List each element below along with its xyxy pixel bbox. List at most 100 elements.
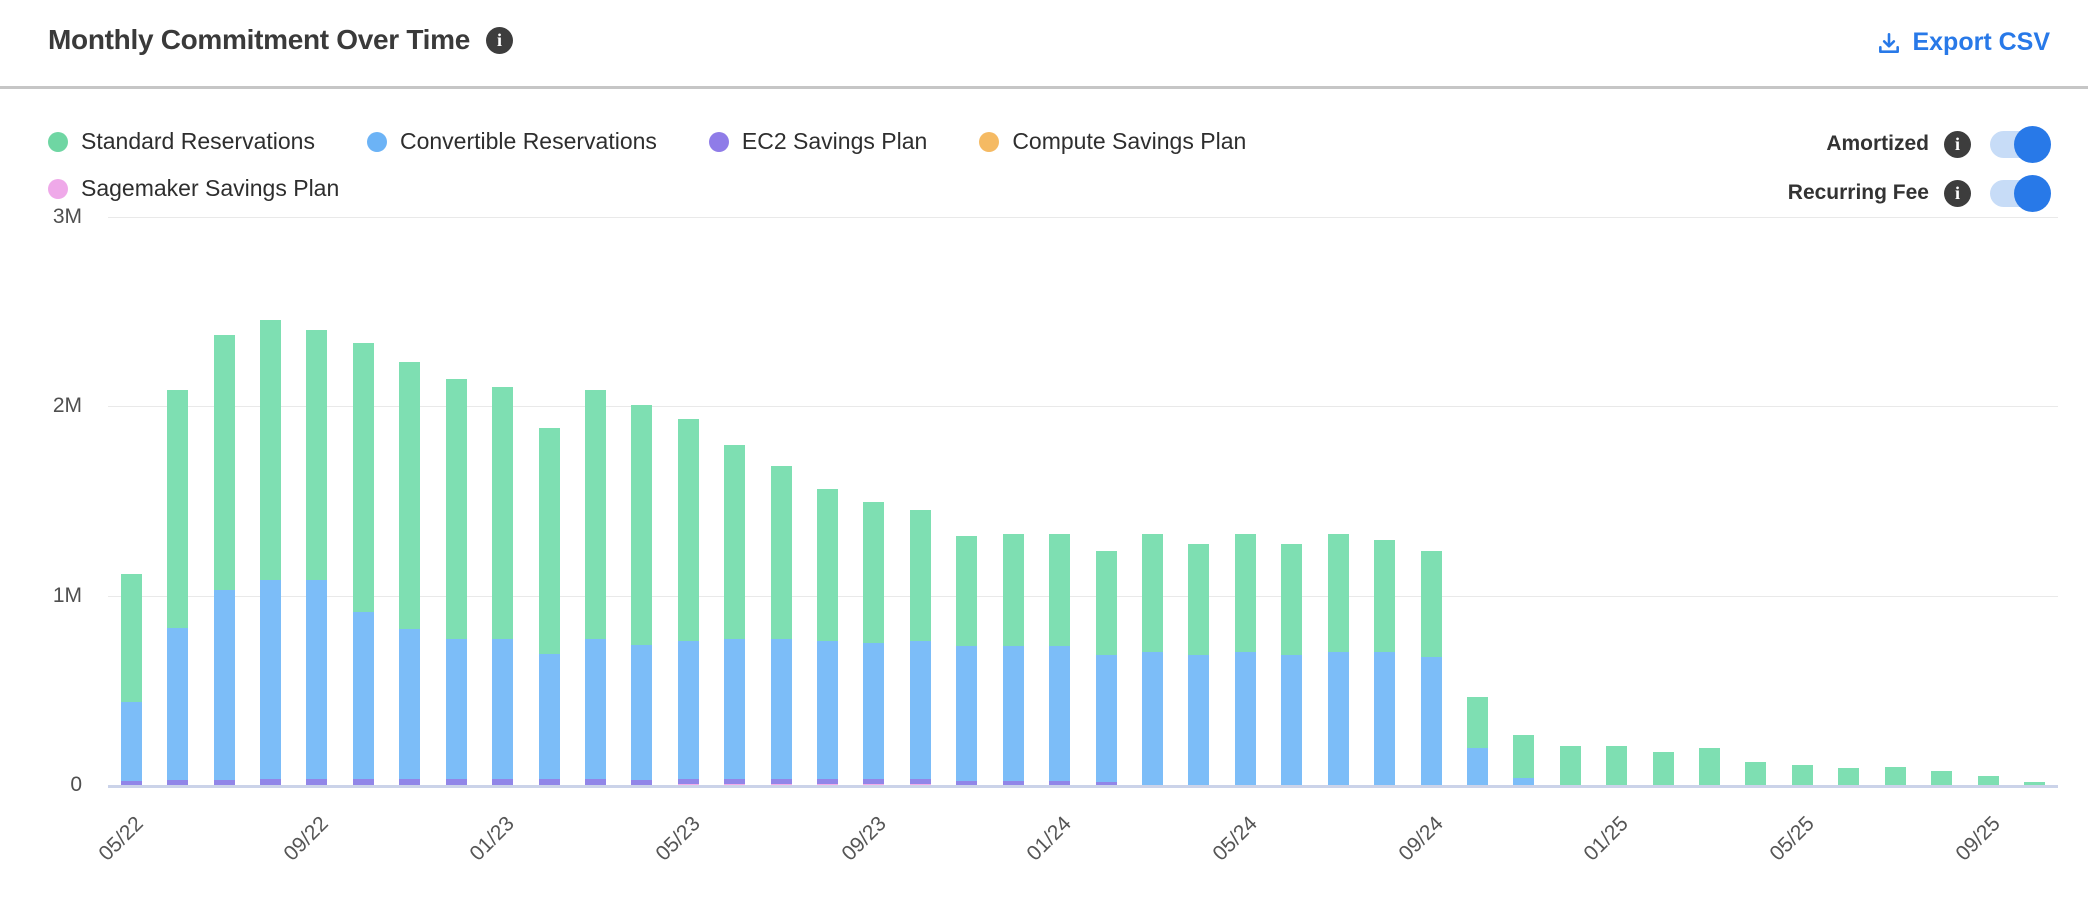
bar-07/24[interactable] (1327, 534, 1349, 786)
bar-segment-ec2-savings-plan (1095, 782, 1117, 785)
legend-item-compute-savings-plan[interactable]: Compute Savings Plan (979, 128, 1246, 155)
legend-item-convertible-reservations[interactable]: Convertible Reservations (366, 128, 657, 155)
bar-11/23[interactable] (956, 536, 978, 786)
bar-06/25[interactable] (1838, 768, 1860, 786)
legend-item-sagemaker-savings-plan[interactable]: Sagemaker Savings Plan (48, 175, 339, 202)
bar-segment-standard-reservations (1188, 543, 1210, 656)
bar-01/24[interactable] (1049, 534, 1071, 786)
bar-slot-04/23 (619, 218, 665, 786)
info-icon[interactable]: i (1944, 179, 1971, 207)
bar-segment-sagemaker-savings-plan (538, 784, 560, 786)
bar-03/25[interactable] (1699, 748, 1721, 786)
export-csv-button[interactable]: Export CSV (1876, 28, 2050, 57)
bar-segment-sagemaker-savings-plan (399, 784, 421, 786)
bar-04/25[interactable] (1745, 762, 1767, 786)
bar-segment-sagemaker-savings-plan (352, 784, 374, 786)
bar-10/24[interactable] (1466, 697, 1488, 786)
bar-segment-convertible-reservations (1002, 646, 1024, 781)
bar-05/22[interactable] (120, 573, 142, 786)
bar-10/25[interactable] (2024, 782, 2045, 786)
toggle-switch-amortized[interactable] (1990, 125, 2051, 163)
bar-07/25[interactable] (1884, 767, 1906, 786)
bar-segment-ec2-savings-plan (724, 779, 746, 785)
bar-slot-08/25 (1918, 218, 1964, 786)
bar-09/25[interactable] (1977, 775, 1999, 786)
bar-09/23[interactable] (863, 502, 885, 786)
bar-segment-convertible-reservations (1188, 655, 1210, 786)
bar-03/23[interactable] (584, 390, 606, 786)
bar-02/24[interactable] (1095, 551, 1117, 786)
bar-01/25[interactable] (1606, 746, 1628, 786)
bar-slot-01/24 (1036, 218, 1082, 786)
bar-12/23[interactable] (1002, 534, 1024, 786)
bar-segment-standard-reservations (724, 445, 746, 640)
bar-11/22[interactable] (399, 361, 421, 786)
bar-segment-standard-reservations (863, 502, 885, 644)
bar-12/22[interactable] (445, 378, 467, 786)
bar-09/22[interactable] (306, 329, 328, 786)
bar-01/23[interactable] (492, 386, 514, 786)
bar-segment-standard-reservations (909, 509, 931, 642)
bar-11/24[interactable] (1513, 734, 1535, 786)
bar-02/23[interactable] (538, 428, 560, 786)
bar-04/24[interactable] (1188, 543, 1210, 786)
toggle-label: Recurring Fee (1787, 181, 1929, 204)
bar-06/22[interactable] (167, 390, 189, 786)
bar-segment-ec2-savings-plan (120, 781, 142, 785)
bar-slot-04/25 (1733, 218, 1779, 786)
legend-dot (979, 131, 1000, 152)
bar-10/23[interactable] (909, 509, 931, 786)
bar-06/24[interactable] (1281, 543, 1303, 786)
bar-12/24[interactable] (1559, 746, 1581, 786)
bar-06/23[interactable] (724, 445, 746, 786)
bar-02/25[interactable] (1652, 751, 1674, 786)
bar-08/24[interactable] (1374, 539, 1396, 786)
toggle-switch-recurring-fee[interactable] (1990, 174, 2051, 212)
x-axis-label-01/24: 01/24 (1022, 812, 1077, 866)
y-axis-label-0: 0 (70, 773, 82, 796)
bar-segment-standard-reservations (1977, 775, 1999, 786)
bar-05/24[interactable] (1234, 534, 1256, 786)
info-icon[interactable]: i (1944, 130, 1971, 158)
bar-segment-standard-reservations (631, 405, 653, 646)
bar-segment-ec2-savings-plan (770, 779, 792, 785)
bar-08/25[interactable] (1931, 770, 1953, 786)
bar-segment-standard-reservations (2024, 782, 2045, 786)
bar-05/23[interactable] (677, 418, 699, 786)
bar-segment-convertible-reservations (306, 580, 328, 779)
bar-segment-convertible-reservations (724, 639, 746, 780)
plot-area (108, 217, 2058, 788)
bar-segment-ec2-savings-plan (817, 779, 839, 785)
bar-segment-sagemaker-savings-plan (213, 784, 235, 786)
bar-segment-ec2-savings-plan (306, 778, 328, 785)
bar-slot-10/24 (1454, 218, 1500, 786)
bar-segment-standard-reservations (1652, 751, 1674, 786)
x-axis-label-05/23: 05/23 (651, 812, 705, 866)
bar-09/24[interactable] (1420, 551, 1442, 786)
bar-segment-sagemaker-savings-plan (259, 784, 281, 786)
bar-segment-sagemaker-savings-plan (1002, 784, 1024, 786)
bar-segment-standard-reservations (259, 320, 281, 581)
bar-slot-05/23 (665, 218, 711, 786)
bar-segment-convertible-reservations (1234, 651, 1256, 786)
bar-08/22[interactable] (259, 320, 281, 786)
bar-slot-11/24 (1501, 218, 1547, 786)
bar-slot-05/25 (1779, 218, 1825, 786)
bar-segment-standard-reservations (1002, 534, 1024, 647)
bar-05/25[interactable] (1791, 765, 1813, 786)
bar-slot-01/25 (1594, 218, 1640, 786)
bar-07/23[interactable] (770, 466, 792, 786)
bar-segment-sagemaker-savings-plan (956, 784, 978, 786)
bar-segment-convertible-reservations (817, 641, 839, 780)
bar-07/22[interactable] (213, 335, 235, 786)
bar-08/23[interactable] (817, 488, 839, 786)
legend-item-standard-reservations[interactable]: Standard Reservations (48, 128, 315, 155)
bar-segment-sagemaker-savings-plan (817, 784, 839, 786)
bar-04/23[interactable] (631, 405, 653, 786)
bar-segment-convertible-reservations (167, 628, 189, 780)
bar-segment-standard-reservations (1559, 746, 1581, 786)
title-info-icon[interactable]: i (486, 26, 514, 54)
bar-10/22[interactable] (352, 343, 374, 786)
legend-item-ec2-savings-plan[interactable]: EC2 Savings Plan (708, 128, 927, 155)
bar-03/24[interactable] (1141, 534, 1163, 786)
